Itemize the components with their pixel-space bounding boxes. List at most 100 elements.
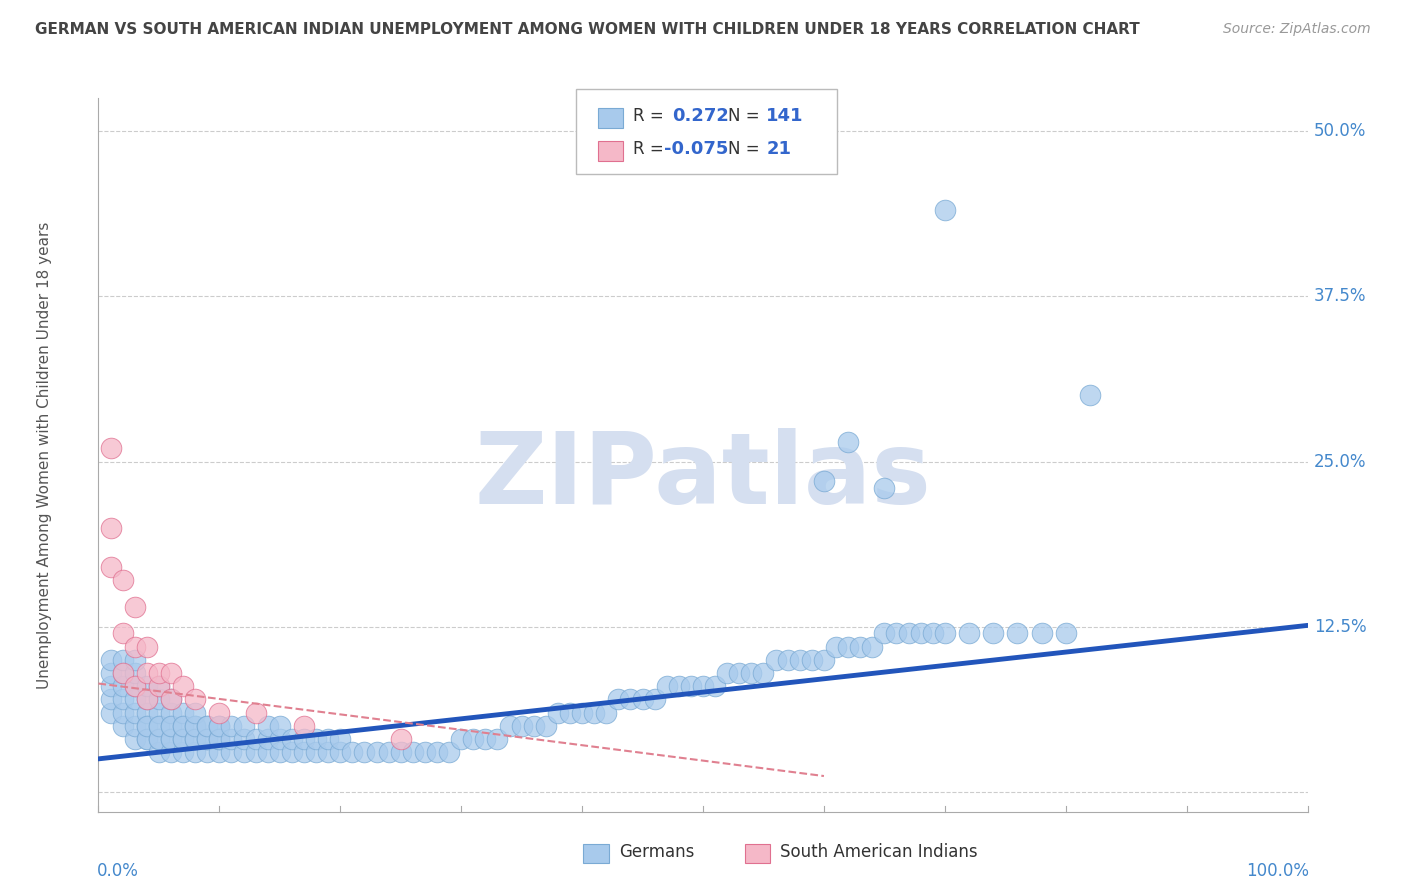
Point (873, 626, 896, 640)
Point (148, 732, 170, 747)
Point (316, 732, 339, 747)
Point (148, 679, 170, 693)
Text: 12.5%: 12.5% (1313, 618, 1367, 636)
Point (135, 640, 157, 654)
Point (510, 719, 533, 733)
Point (172, 719, 194, 733)
Point (1078, 388, 1101, 402)
Point (305, 745, 328, 759)
Point (679, 679, 702, 693)
Point (172, 745, 194, 759)
Point (921, 626, 943, 640)
Point (148, 745, 170, 759)
Point (692, 679, 714, 693)
Point (1054, 626, 1077, 640)
Point (221, 745, 243, 759)
Point (172, 706, 194, 720)
Point (728, 665, 751, 680)
Point (583, 706, 606, 720)
Point (124, 692, 146, 706)
Point (160, 719, 183, 733)
Point (208, 732, 231, 747)
Point (135, 706, 157, 720)
Point (124, 719, 146, 733)
Point (160, 732, 183, 747)
Point (232, 732, 254, 747)
Text: 37.5%: 37.5% (1313, 287, 1367, 305)
Point (100, 520, 122, 534)
Point (849, 640, 872, 654)
Point (281, 732, 304, 747)
Point (704, 679, 727, 693)
Point (221, 719, 243, 733)
Point (486, 732, 509, 747)
Point (100, 679, 122, 693)
Point (148, 665, 170, 680)
Text: 50.0%: 50.0% (1313, 122, 1367, 140)
Point (571, 706, 593, 720)
Point (124, 665, 146, 680)
Point (245, 745, 267, 759)
Point (160, 732, 183, 747)
Text: 0.272: 0.272 (672, 107, 728, 125)
Point (765, 653, 787, 667)
Point (1031, 626, 1053, 640)
Point (776, 653, 799, 667)
Point (245, 732, 267, 747)
Point (825, 640, 848, 654)
Point (305, 732, 328, 747)
Text: GERMAN VS SOUTH AMERICAN INDIAN UNEMPLOYMENT AMONG WOMEN WITH CHILDREN UNDER 18 : GERMAN VS SOUTH AMERICAN INDIAN UNEMPLOY… (35, 22, 1140, 37)
Point (292, 719, 315, 733)
Text: Germans: Germans (619, 843, 695, 861)
Point (873, 481, 896, 495)
Point (377, 745, 399, 759)
Point (292, 745, 315, 759)
Point (124, 640, 146, 654)
Point (655, 679, 678, 693)
Point (111, 692, 134, 706)
Point (402, 745, 425, 759)
Point (245, 706, 267, 720)
Text: R =: R = (633, 107, 664, 125)
Point (111, 626, 134, 640)
Point (547, 706, 569, 720)
Point (498, 719, 520, 733)
Point (644, 692, 666, 706)
Point (316, 745, 339, 759)
Point (269, 732, 291, 747)
Point (558, 706, 581, 720)
Point (1007, 626, 1029, 640)
Point (450, 732, 472, 747)
Point (957, 626, 980, 640)
Point (195, 732, 218, 747)
Point (160, 706, 183, 720)
Point (148, 732, 170, 747)
Point (353, 745, 375, 759)
Text: 21: 21 (766, 140, 792, 158)
Point (208, 719, 231, 733)
Point (160, 692, 183, 706)
Point (135, 679, 157, 693)
Point (208, 732, 231, 747)
Point (389, 745, 412, 759)
Text: 100.0%: 100.0% (1246, 862, 1309, 880)
Point (813, 653, 835, 667)
Text: 0.0%: 0.0% (97, 862, 139, 880)
Point (184, 732, 207, 747)
Point (619, 692, 641, 706)
Point (837, 434, 859, 449)
Text: Unemployment Among Women with Children Under 18 years: Unemployment Among Women with Children U… (37, 221, 52, 689)
Point (366, 745, 388, 759)
Text: Source: ZipAtlas.com: Source: ZipAtlas.com (1223, 22, 1371, 37)
Text: 25.0%: 25.0% (1313, 452, 1367, 470)
Point (184, 692, 207, 706)
Point (800, 653, 823, 667)
Point (111, 665, 134, 680)
Point (208, 706, 231, 720)
Point (100, 653, 122, 667)
Point (160, 719, 183, 733)
Point (111, 679, 134, 693)
Point (232, 719, 254, 733)
Point (124, 732, 146, 747)
Point (124, 599, 146, 614)
